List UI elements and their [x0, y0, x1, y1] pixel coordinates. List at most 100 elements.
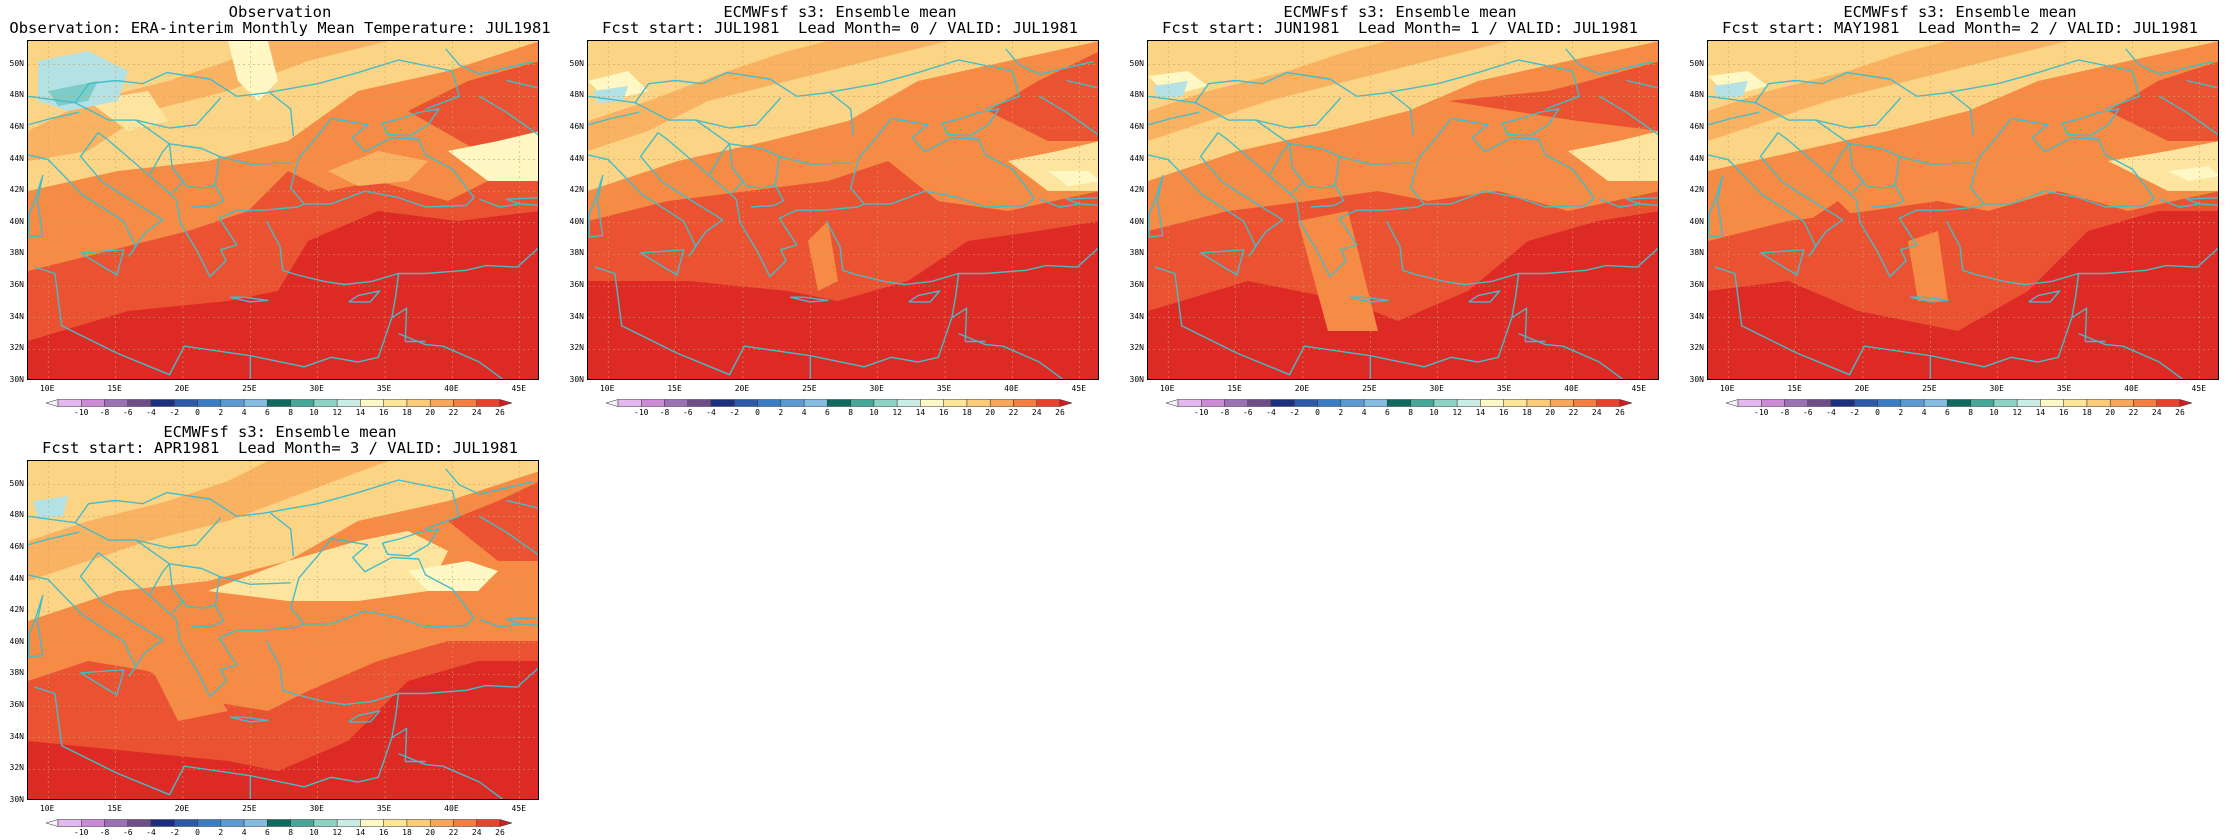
lat-tick-label: 38N	[569, 248, 584, 258]
colorbar-label: 6	[1945, 408, 1950, 417]
colorbar-swatch	[104, 399, 129, 407]
colorbar-label: 18	[402, 828, 412, 837]
colorbar-label: -6	[123, 828, 133, 837]
coastline	[28, 551, 305, 698]
lat-tick-label: 30N	[9, 375, 24, 384]
lat-tick-label: 34N	[569, 311, 584, 321]
colorbar-label: 26	[2175, 408, 2185, 417]
colorbar-swatch	[45, 399, 59, 407]
colorbar-swatch	[174, 819, 198, 827]
map-panel: Observation Observation: ERA-interim Mont…	[0, 0, 560, 420]
map-panel: ECMWFsf s3: Ensemble mean Fcst start: APR…	[0, 420, 560, 840]
temperature-zone	[2168, 166, 2218, 181]
colorbar-label: -4	[1826, 408, 1836, 417]
colorbar-label: 12	[332, 828, 342, 837]
colorbar-swatch	[850, 399, 875, 407]
colorbar-label: 20	[985, 408, 995, 417]
colorbar-label: 26	[495, 828, 505, 837]
colorbar-label: 0	[195, 408, 200, 417]
panel-subtitle: Fcst start: APR1981 Lead Month= 3 / VALI…	[42, 439, 518, 457]
coastline	[1708, 174, 1724, 238]
lat-tick-label: 46N	[1689, 121, 1704, 131]
colorbar-label: -2	[729, 408, 739, 417]
coastline	[28, 131, 305, 278]
coastline	[168, 143, 216, 189]
coastline	[634, 97, 782, 129]
temperature-zone	[408, 61, 538, 151]
coastline	[2071, 307, 2106, 343]
colorbar-swatch	[290, 819, 315, 827]
coastline	[1511, 307, 1546, 343]
coastline	[479, 618, 538, 628]
colorbar-swatch	[499, 399, 513, 407]
colorbar-label: 6	[1385, 408, 1390, 417]
lat-tick-label: 42N	[569, 185, 584, 195]
colorbar-swatch	[617, 399, 642, 407]
coastline	[1349, 296, 1389, 303]
temperature-map	[1147, 40, 1659, 380]
colorbar-swatch	[2179, 399, 2193, 407]
lon-tick-label: 15E	[1787, 384, 1802, 393]
colorbar-label: 18	[962, 408, 972, 417]
colorbar-label: 20	[425, 828, 435, 837]
temperature-field	[28, 461, 538, 799]
colorbar-swatch	[710, 399, 735, 407]
colorbar-swatch	[966, 399, 991, 407]
coastline	[348, 290, 381, 303]
colorbar-label: 12	[1452, 408, 1462, 417]
temperature-field	[588, 41, 1098, 379]
lon-tick-label: 15E	[667, 384, 682, 393]
lat-tick-label: 44N	[569, 153, 584, 163]
temperature-zone	[28, 211, 538, 379]
lat-tick-label: 50N	[9, 478, 24, 488]
colorbar-swatch	[267, 819, 291, 827]
lon-tick-label: 20E	[174, 804, 190, 813]
lat-tick-label: 32N	[1129, 343, 1144, 353]
colorbar-swatch	[150, 819, 175, 827]
colorbar-swatch	[197, 399, 222, 407]
colorbar-label: 24	[1032, 408, 1042, 417]
lon-tick-label: 20E	[1294, 384, 1310, 393]
colorbar-label: 0	[1315, 408, 1320, 417]
lon-tick-label: 45E	[1071, 384, 1087, 393]
coastline	[1565, 48, 1654, 75]
temperature-zone	[1298, 211, 1378, 331]
lon-tick-label: 10E	[599, 384, 615, 393]
colorbar-swatch	[453, 819, 477, 827]
temperature-field	[1148, 41, 1658, 379]
temperature-zone	[1713, 81, 1748, 99]
temperature-zone	[448, 481, 538, 561]
temperature-zone	[1568, 131, 1658, 181]
map-panel: ECMWFsf s3: Ensemble mean Fcst start: JUN…	[1120, 0, 1680, 420]
colorbar-label: 24	[472, 408, 482, 417]
coastline	[1626, 79, 1658, 89]
coastline	[588, 174, 604, 238]
colorbar-label: 24	[1592, 408, 1602, 417]
colorbar-swatch	[1526, 399, 1551, 407]
coastline	[398, 667, 538, 695]
coastline	[1291, 167, 1304, 194]
coastline	[731, 167, 744, 194]
colorbar-swatch	[476, 819, 501, 827]
temperature-zone	[1153, 81, 1188, 99]
colorbar-swatch	[290, 399, 315, 407]
colorbar-swatch	[2040, 399, 2064, 407]
colorbar-swatch	[989, 399, 1014, 407]
lat-tick-label: 44N	[9, 573, 24, 583]
colorbar-swatch	[2156, 399, 2181, 407]
coastline	[1410, 117, 1595, 208]
coastline	[1310, 156, 1345, 208]
colorbar-label: -10	[74, 408, 89, 417]
lon-tick-label: 20E	[174, 384, 190, 393]
temperature-map	[27, 460, 539, 800]
lat-tick-label: 32N	[1689, 343, 1704, 353]
lat-tick-label: 50N	[1689, 58, 1704, 68]
coastline	[2159, 198, 2218, 208]
lat-tick-label: 36N	[569, 280, 584, 290]
colorbar-label: 14	[356, 408, 366, 417]
coastline	[1851, 167, 1864, 194]
coastline	[168, 563, 216, 609]
lon-tick-label: 35E	[376, 804, 392, 813]
colorbar-label: -6	[1803, 408, 1813, 417]
lat-tick-label: 36N	[1689, 280, 1704, 290]
